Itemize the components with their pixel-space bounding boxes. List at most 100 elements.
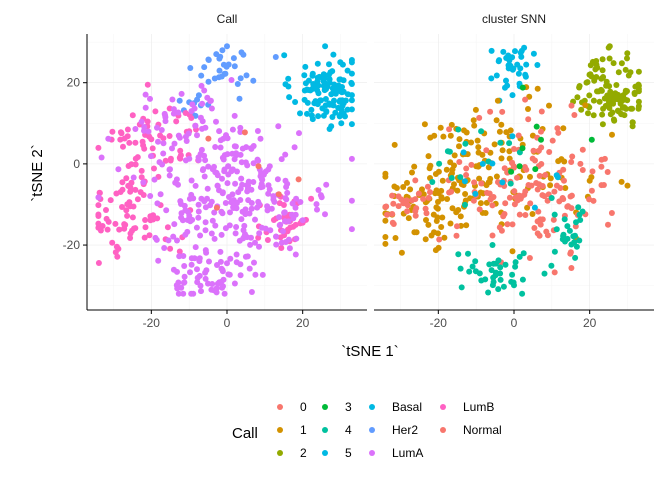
data-point [231, 280, 238, 287]
data-point [119, 204, 125, 210]
data-point [514, 174, 520, 181]
data-point [469, 263, 476, 270]
data-point [203, 267, 210, 274]
data-point [289, 200, 296, 207]
data-point [228, 199, 235, 206]
data-point [130, 203, 137, 210]
data-point [292, 99, 299, 105]
data-point [568, 102, 575, 109]
data-point [128, 161, 135, 168]
x-tick-label: 20 [583, 316, 597, 330]
data-point [177, 147, 184, 154]
data-point [525, 116, 532, 123]
data-point [277, 234, 284, 241]
data-point [344, 67, 351, 74]
data-point [194, 266, 200, 273]
data-point [248, 205, 255, 212]
data-point [202, 227, 209, 234]
data-point [538, 136, 544, 143]
data-point [202, 219, 209, 226]
data-point [475, 149, 482, 156]
data-point [322, 96, 329, 102]
data-point [516, 192, 523, 199]
data-point [246, 265, 253, 272]
data-point [413, 229, 420, 236]
legend-key [277, 427, 283, 433]
data-point [517, 65, 524, 72]
data-point [560, 125, 567, 132]
data-point [323, 181, 330, 188]
data-point [463, 222, 470, 229]
data-point [529, 211, 536, 217]
data-point [605, 221, 611, 228]
data-point [422, 236, 429, 243]
data-point [530, 147, 537, 154]
data-point [419, 186, 425, 193]
data-point [497, 139, 504, 146]
data-point [471, 122, 478, 129]
data-point [521, 44, 528, 51]
data-point [444, 196, 451, 202]
data-point [618, 110, 625, 117]
data-point [120, 143, 126, 150]
data-point [439, 214, 446, 221]
y-tick-label: -20 [63, 238, 81, 252]
data-point [282, 151, 289, 158]
data-point [428, 232, 435, 239]
data-point [382, 240, 389, 247]
data-point [493, 269, 499, 276]
data-point [533, 180, 540, 186]
data-point [507, 180, 514, 187]
data-point [155, 257, 162, 264]
data-point [550, 216, 557, 223]
data-point [205, 135, 212, 142]
data-point [166, 172, 173, 179]
data-point [574, 94, 581, 101]
data-point [214, 262, 220, 268]
data-point [506, 140, 513, 147]
data-point [490, 194, 497, 200]
data-point [256, 243, 262, 250]
data-point [560, 196, 567, 203]
data-point [129, 214, 136, 221]
data-point [228, 168, 235, 175]
data-point [299, 217, 306, 224]
data-point [598, 75, 605, 82]
legend-label: 5 [345, 446, 352, 460]
data-point [202, 275, 209, 282]
data-point [127, 230, 134, 237]
data-point [219, 47, 226, 54]
data-point [436, 236, 443, 243]
data-point [474, 137, 481, 144]
data-point [252, 216, 258, 223]
data-point [455, 126, 462, 133]
data-point [214, 182, 221, 189]
data-point [336, 113, 343, 120]
data-point [301, 96, 308, 103]
data-point [627, 69, 634, 76]
data-point [103, 207, 109, 213]
data-point [181, 273, 188, 280]
data-point [180, 290, 187, 297]
data-point [393, 185, 400, 191]
data-point [588, 73, 595, 80]
data-point [487, 175, 494, 182]
data-point [461, 127, 467, 134]
data-point [610, 60, 617, 67]
data-point [571, 112, 578, 118]
data-point [555, 129, 562, 136]
data-point [586, 177, 593, 184]
data-point [493, 173, 500, 180]
data-point [165, 237, 172, 244]
data-point [509, 92, 516, 99]
data-point [471, 179, 478, 186]
data-point [509, 159, 516, 166]
data-point [145, 128, 152, 135]
data-point [460, 149, 467, 156]
data-point [277, 221, 284, 228]
data-point [461, 178, 468, 185]
data-point [176, 134, 183, 141]
data-point [146, 232, 153, 239]
data-point [506, 194, 513, 201]
data-point [142, 104, 149, 111]
